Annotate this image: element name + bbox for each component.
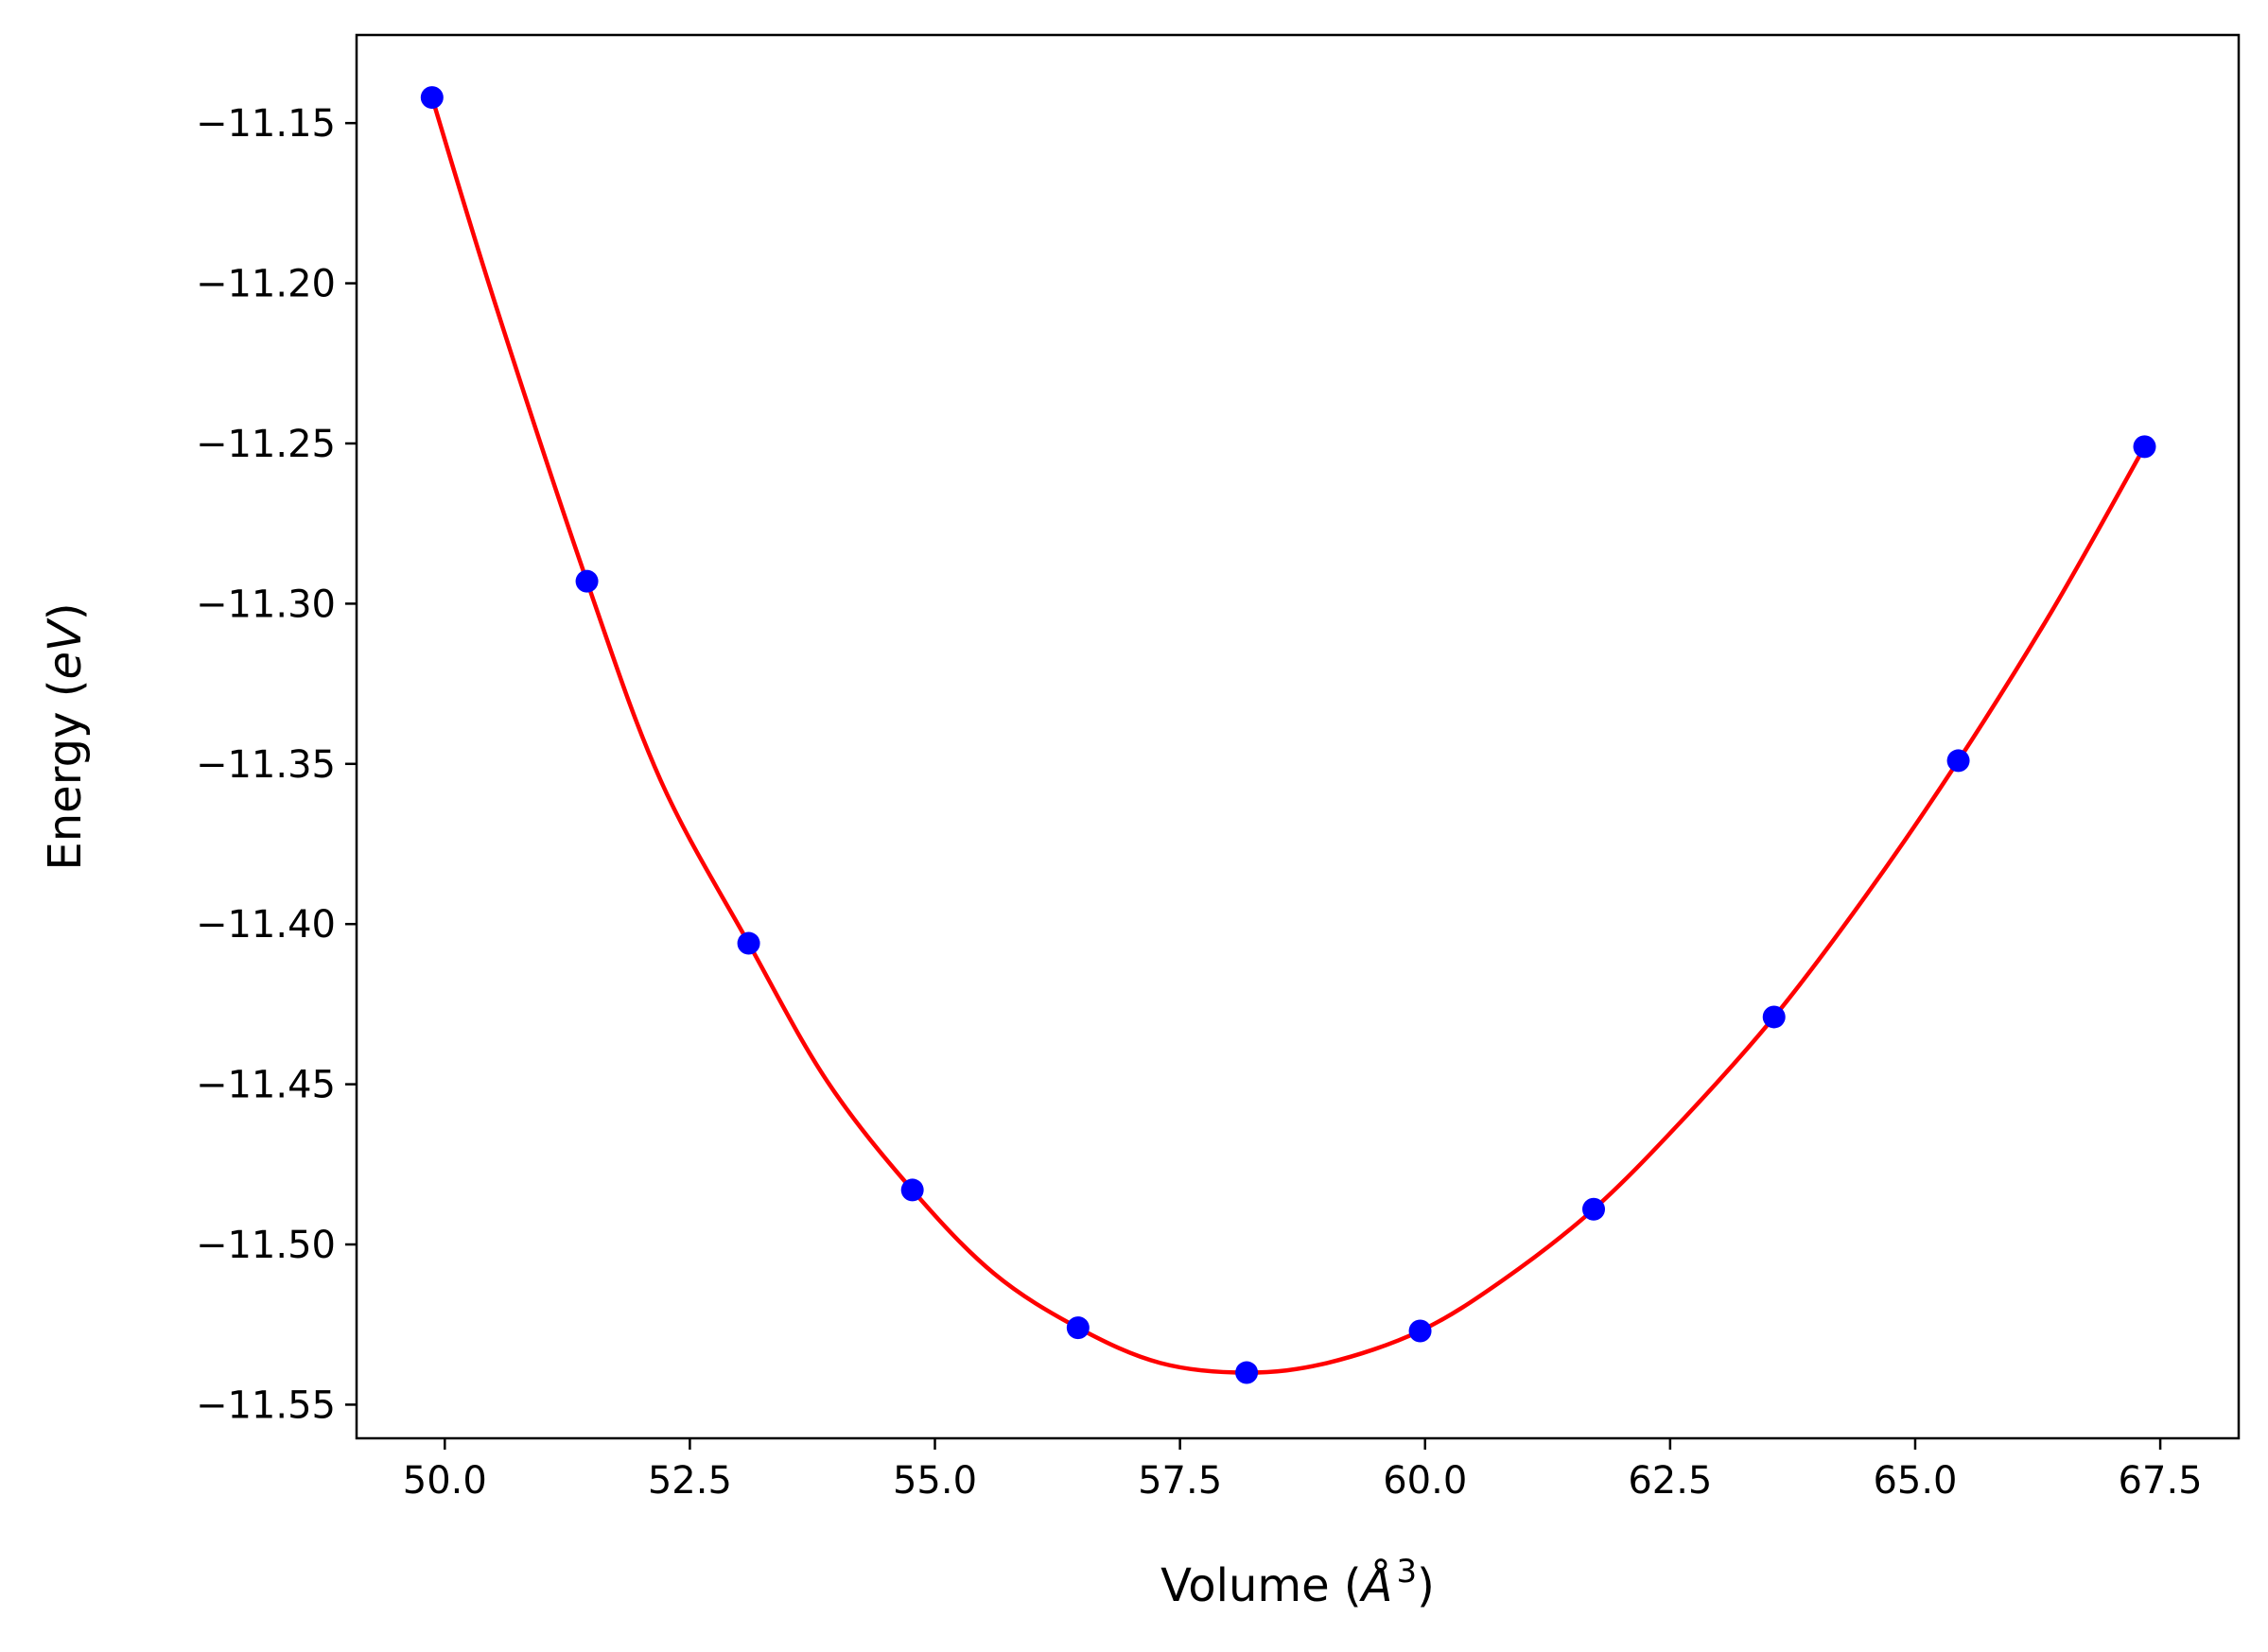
y-axis-label-unit: eV — [39, 617, 92, 680]
x-tick-label: 65.0 — [1873, 1459, 1957, 1503]
y-tick-label: −11.55 — [196, 1383, 336, 1427]
data-point — [1946, 749, 1970, 773]
y-tick-label: −11.15 — [196, 102, 336, 146]
x-tick-label: 62.5 — [1628, 1459, 1712, 1503]
data-point — [1582, 1197, 1606, 1221]
y-tick-label: −11.45 — [196, 1064, 336, 1107]
data-point — [1408, 1319, 1432, 1343]
data-point — [420, 86, 444, 110]
y-tick-label: −11.25 — [196, 423, 336, 466]
data-point — [1066, 1316, 1090, 1340]
y-axis-ticks: −11.15 −11.20 −11.25 −11.30 −11.35 −11.40 −11.… — [196, 102, 357, 1427]
axes-frame — [355, 33, 2241, 1440]
y-tick-label: −11.30 — [196, 583, 336, 626]
y-axis-label-prefix: Energy ( — [39, 680, 92, 871]
x-tick-label: 57.5 — [1138, 1459, 1222, 1503]
x-axis-ticks: 50.0 52.5 55.0 57.5 60.0 62.5 65.0 67.5 — [403, 1438, 2203, 1503]
x-tick-label: 50.0 — [403, 1459, 487, 1503]
x-axis-label-angstrom: Å — [1359, 1558, 1393, 1612]
data-point — [737, 931, 760, 955]
y-tick-label: −11.40 — [196, 903, 336, 947]
x-tick-label: 55.0 — [893, 1459, 977, 1503]
plot-area — [420, 86, 2156, 1384]
y-tick-label: −11.20 — [196, 263, 336, 306]
x-axis-label-suffix: ) — [1417, 1559, 1435, 1612]
y-tick-label: −11.35 — [196, 743, 336, 787]
data-point — [1235, 1361, 1259, 1384]
y-axis-label: Energy (eV) — [39, 602, 92, 870]
data-point — [2133, 435, 2156, 459]
fit-curve-line — [429, 96, 2147, 1375]
x-axis-label: Volume (Å 3) — [1160, 1553, 1435, 1612]
data-point — [1762, 1005, 1786, 1029]
x-axis-label-prefix: Volume ( — [1160, 1559, 1362, 1612]
x-tick-label: 67.5 — [2119, 1459, 2203, 1503]
data-point — [575, 569, 599, 593]
x-tick-label: 52.5 — [648, 1459, 732, 1503]
x-tick-label: 60.0 — [1383, 1459, 1467, 1503]
x-axis-label-superscript: 3 — [1396, 1553, 1417, 1591]
y-axis-label-suffix: ) — [39, 602, 92, 620]
data-point — [900, 1178, 924, 1202]
y-tick-label: −11.50 — [196, 1224, 336, 1267]
